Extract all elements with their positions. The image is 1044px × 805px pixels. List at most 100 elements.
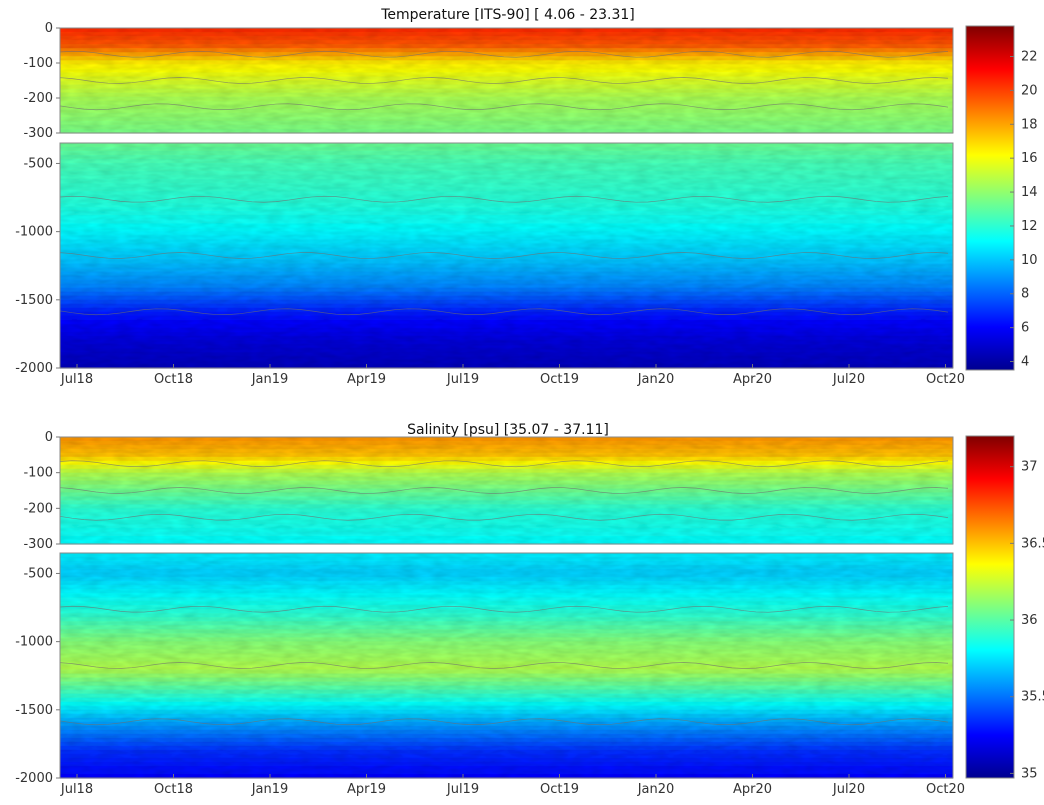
temperature-colorbar-tick-label: 4 xyxy=(1021,355,1029,370)
temperature-lower-field-bands xyxy=(60,143,953,369)
salinity-x-tick-label: Oct20 xyxy=(926,782,965,797)
temperature-lower-y-tick-label: -500 xyxy=(23,156,53,171)
temperature-lower-band xyxy=(60,267,953,273)
temperature-upper-band xyxy=(60,44,953,49)
salinity-upper-band xyxy=(60,468,953,474)
salinity-colorbar-tick-label: 36.5 xyxy=(1021,536,1044,551)
temperature-upper-band xyxy=(60,40,953,45)
temperature-upper-band xyxy=(60,120,953,126)
salinity-upper-band xyxy=(60,464,953,470)
salinity-lower-band xyxy=(60,673,953,679)
temperature-lower-y-tick-label: -2000 xyxy=(15,361,53,376)
temperature-upper-band xyxy=(60,72,953,78)
temperature-lower-band xyxy=(60,287,953,293)
salinity-lower-band xyxy=(60,565,953,570)
temperature-colorbar-tick-label: 16 xyxy=(1021,151,1038,166)
salinity-lower-band xyxy=(60,641,953,647)
temperature-colorbar-tick-label: 8 xyxy=(1021,287,1029,302)
salinity-lower-band xyxy=(60,717,953,723)
temperature-lower-band xyxy=(60,219,953,224)
salinity-lower-y-tick-label: -2000 xyxy=(15,771,53,786)
salinity-lower-band xyxy=(60,629,953,634)
temperature-lower-band xyxy=(60,359,953,365)
salinity-x-tick-label: Jul19 xyxy=(446,782,479,797)
salinity-lower-band xyxy=(60,617,953,622)
salinity-colorbar-gradient xyxy=(965,435,1015,779)
temperature-x-tick-label: Oct20 xyxy=(926,372,965,387)
salinity-lower-band xyxy=(60,649,953,655)
temperature-lower-isoline xyxy=(59,195,949,203)
salinity-lower-band xyxy=(60,677,953,683)
temperature-lower-band xyxy=(60,195,953,200)
salinity-upper-band xyxy=(60,524,953,529)
salinity-lower-panel: -500 -1000 -1500 -2000 xyxy=(15,552,954,786)
temperature-colorbar: 4 6 8 10 12 14 16 18 20 22 xyxy=(965,25,1038,371)
salinity-lower-band xyxy=(60,705,953,711)
salinity-upper-isoline xyxy=(59,487,949,494)
salinity-lower-band xyxy=(60,585,953,590)
temperature-lower-band xyxy=(60,335,953,341)
salinity-lower-band xyxy=(60,645,953,651)
salinity-upper-band xyxy=(60,536,953,541)
salinity-lower-band xyxy=(60,757,953,763)
temperature-chart: Temperature [ITS-90] [ 4.06 - 23.31] 0 -1… xyxy=(15,7,1037,387)
salinity-upper-frame xyxy=(59,436,954,545)
temperature-upper-y-tick-label: 0 xyxy=(45,21,53,36)
temperature-colorbar-tick-label: 10 xyxy=(1021,253,1038,268)
salinity-upper-band xyxy=(60,444,953,450)
salinity-upper-panel: 0 -100 -200 -300 xyxy=(23,430,954,552)
salinity-lower-band xyxy=(60,701,953,707)
salinity-colorbar-ticks: 35 35.5 36 36.5 37 xyxy=(1010,460,1044,781)
temperature-upper-band xyxy=(60,124,953,130)
temperature-x-tick-label: Oct18 xyxy=(154,372,193,387)
salinity-lower-band xyxy=(60,581,953,586)
temperature-lower-y-ticks: -500 -1000 -1500 -2000 xyxy=(15,156,60,376)
salinity-upper-band xyxy=(60,480,953,486)
salinity-lower-y-tick-label: -1500 xyxy=(15,703,53,718)
temperature-lower-band xyxy=(60,159,953,164)
temperature-x-tick-label: Jul18 xyxy=(60,372,93,387)
salinity-x-tick-label: Apr20 xyxy=(733,782,772,797)
temperature-upper-band xyxy=(60,76,953,82)
salinity-lower-y-tick-label: -500 xyxy=(23,566,53,581)
temperature-lower-band xyxy=(60,351,953,357)
temperature-upper-band xyxy=(60,56,953,61)
salinity-lower-band xyxy=(60,561,953,566)
temperature-upper-panel: 0 -100 -200 -300 xyxy=(23,21,954,141)
temperature-colorbar-tick-label: 22 xyxy=(1021,50,1038,65)
salinity-colorbar-tick-label: 37 xyxy=(1021,460,1038,475)
salinity-lower-band xyxy=(60,597,953,602)
temperature-lower-band xyxy=(60,247,953,253)
temperature-upper-band xyxy=(60,36,953,41)
temperature-upper-band xyxy=(60,100,953,106)
temperature-upper-isoline xyxy=(59,50,949,58)
temperature-lower-band xyxy=(60,259,953,265)
temperature-lower-band xyxy=(60,279,953,285)
salinity-upper-band xyxy=(60,500,953,505)
salinity-lower-band xyxy=(60,761,953,767)
salinity-lower-band xyxy=(60,573,953,578)
salinity-lower-band xyxy=(60,625,953,630)
salinity-lower-band xyxy=(60,633,953,638)
salinity-colorbar: 35 35.5 36 36.5 37 xyxy=(965,435,1044,781)
temperature-colorbar-tick-label: 20 xyxy=(1021,83,1038,98)
salinity-lower-band xyxy=(60,721,953,727)
salinity-x-tick-label: Jan20 xyxy=(637,782,675,797)
temperature-x-tick-label: Jul19 xyxy=(446,372,479,387)
temperature-lower-band xyxy=(60,243,953,249)
temperature-lower-band xyxy=(60,263,953,269)
temperature-lower-isoline xyxy=(59,252,949,259)
salinity-lower-band xyxy=(60,577,953,582)
temperature-title: Temperature [ITS-90] [ 4.06 - 23.31] xyxy=(380,7,635,23)
salinity-lower-band xyxy=(60,737,953,743)
temperature-lower-band xyxy=(60,227,953,232)
salinity-upper-band xyxy=(60,460,953,466)
salinity-title: Salinity [psu] [35.07 - 37.11] xyxy=(407,422,609,438)
salinity-upper-band xyxy=(60,528,953,533)
salinity-lower-band xyxy=(60,609,953,614)
temperature-lower-band xyxy=(60,199,953,204)
temperature-upper-y-tick-label: -100 xyxy=(23,56,53,71)
temperature-x-tick-label: Oct19 xyxy=(540,372,579,387)
temperature-lower-band xyxy=(60,175,953,180)
salinity-upper-band xyxy=(60,472,953,478)
